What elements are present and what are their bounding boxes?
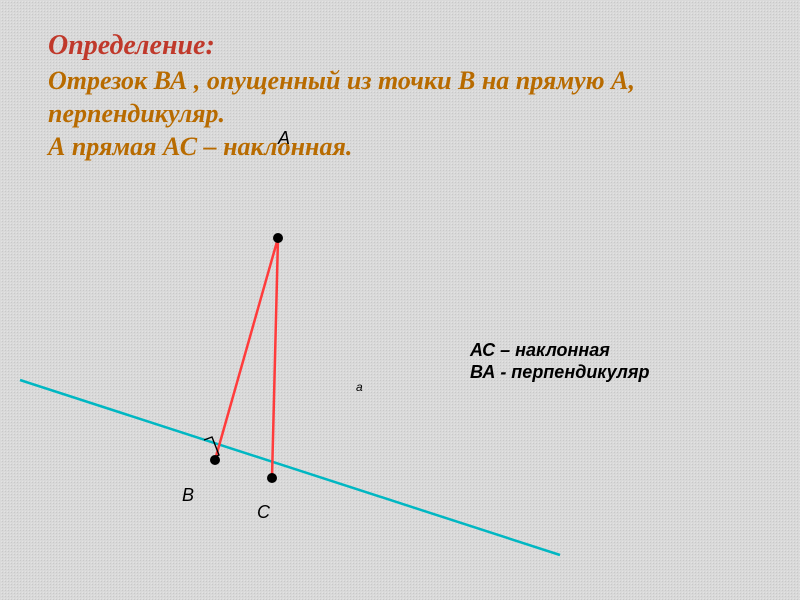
annotation-block: АС – наклонная ВА - перпендикуляр [470,340,649,383]
point-c [267,473,277,483]
label-b: В [182,485,194,506]
segment-ac [272,238,278,478]
diagram-canvas [0,0,800,600]
annotation-line-1: АС – наклонная [470,340,649,362]
label-a: А [278,128,290,149]
label-line-a: а [356,380,363,394]
base-line [20,380,560,555]
point-a [273,233,283,243]
point-b [210,455,220,465]
annotation-line-2: ВА - перпендикуляр [470,362,649,384]
segment-ab [215,238,278,460]
label-c: С [257,502,270,523]
